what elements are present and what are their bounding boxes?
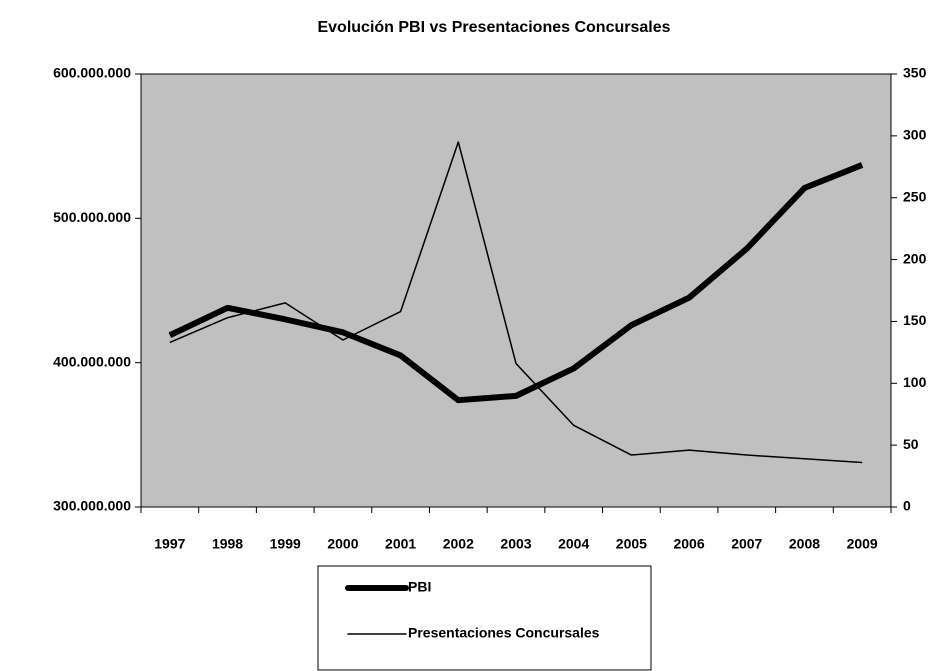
legend — [317, 565, 652, 671]
y-tick-label: 600.000.000 — [53, 65, 131, 81]
y-tick-label: 500.000.000 — [53, 209, 131, 225]
chart-title: Evolución PBI vs Presentaciones Concursa… — [317, 19, 670, 36]
plot-area — [140, 73, 892, 508]
y2-tick-label: 300 — [903, 127, 927, 143]
x-tick-label: 2003 — [500, 536, 531, 552]
x-tick-label: 2005 — [616, 536, 647, 552]
x-tick-label: 1997 — [154, 536, 185, 552]
x-tick-label: 2006 — [673, 536, 704, 552]
line-series — [168, 162, 864, 404]
y2-tick-label: 150 — [903, 312, 927, 328]
y2-tick-label: 100 — [903, 374, 927, 390]
x-tick-label: 2009 — [847, 536, 878, 552]
y-tick-label: 300.000.000 — [53, 498, 131, 514]
x-tick-label: 1999 — [270, 536, 301, 552]
y2-tick-label: 200 — [903, 250, 927, 266]
y2-tick-label: 0 — [903, 498, 911, 514]
y2-tick-label: 250 — [903, 188, 927, 204]
x-tick-label: 2007 — [731, 536, 762, 552]
x-tick-label: 2000 — [327, 536, 358, 552]
legend-label: PBI — [408, 579, 431, 595]
y2-tick-label: 50 — [903, 436, 919, 452]
x-tick-label: 2008 — [789, 536, 820, 552]
x-tick-label: 1998 — [212, 536, 243, 552]
line-series — [169, 141, 863, 464]
legend-label: Presentaciones Concursales — [408, 625, 600, 641]
y2-tick-label: 350 — [903, 65, 927, 81]
y-tick-label: 400.000.000 — [53, 353, 131, 369]
x-tick-label: 2004 — [558, 536, 589, 552]
x-tick-label: 2001 — [385, 536, 416, 552]
x-tick-label: 2002 — [443, 536, 474, 552]
